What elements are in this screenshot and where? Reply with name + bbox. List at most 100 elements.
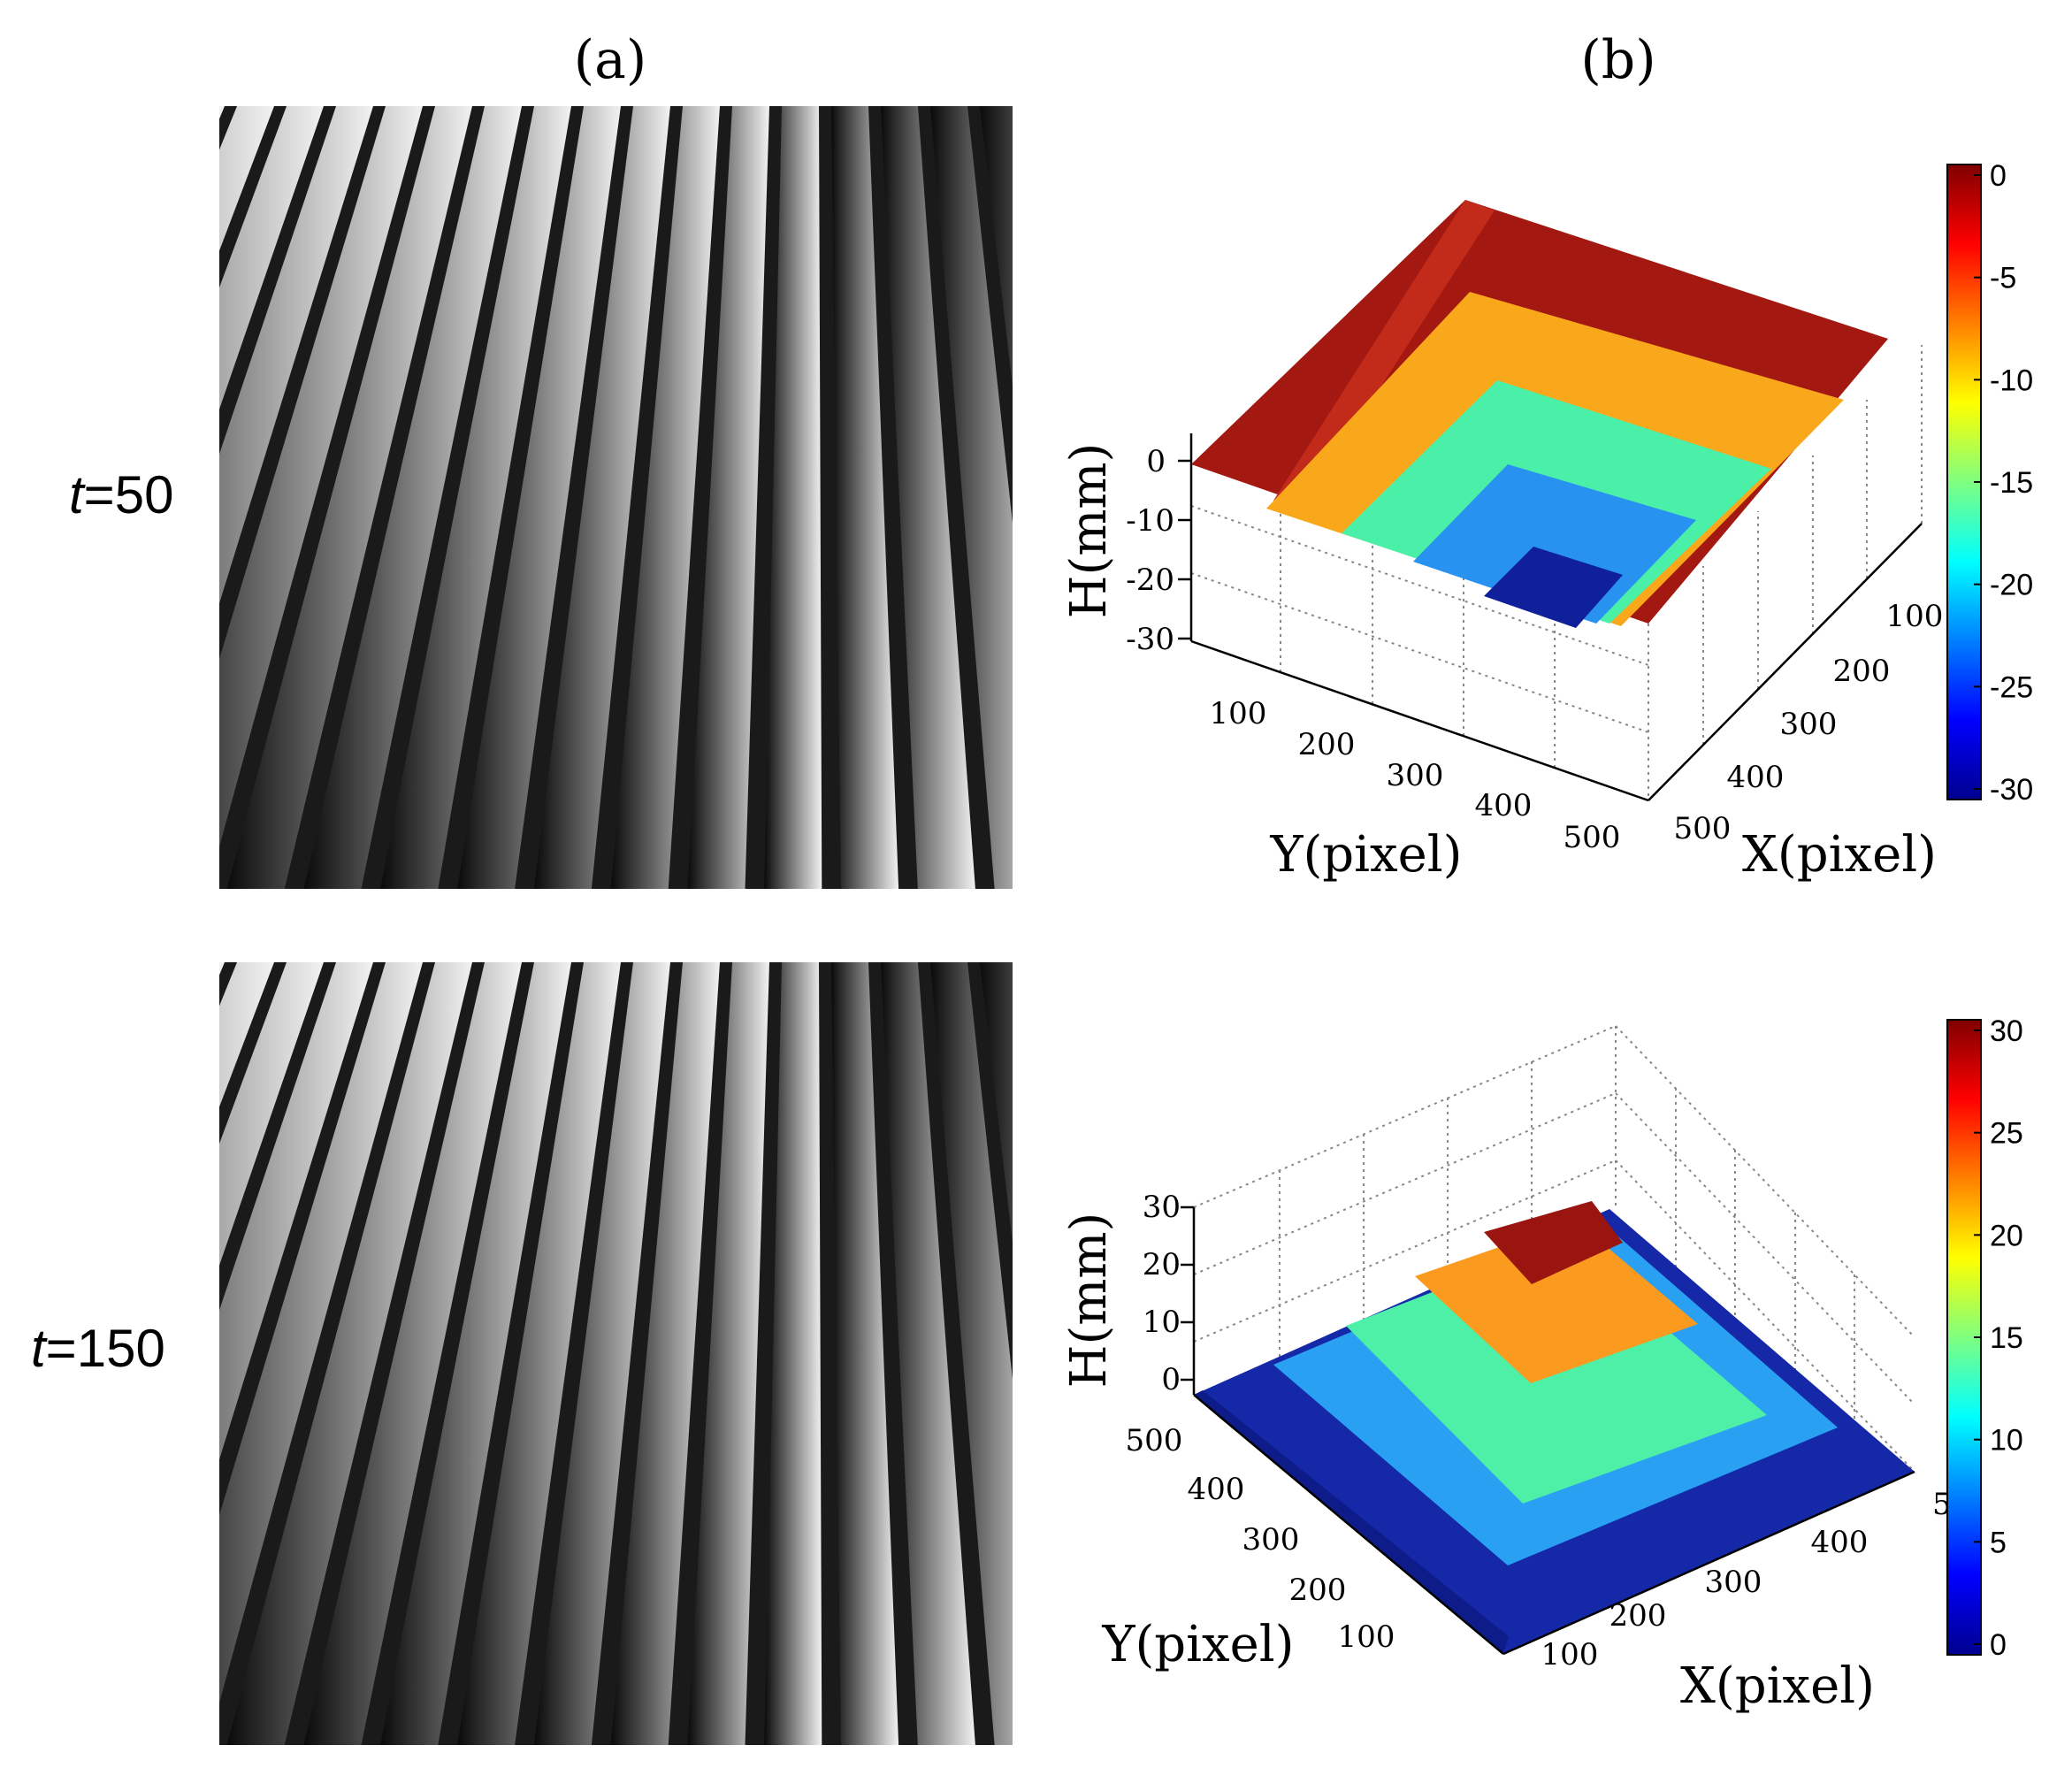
y-axis-title: Y(pixel) (1269, 826, 1462, 884)
grid-line (1190, 505, 1649, 666)
surface-level-4 (1484, 1201, 1623, 1284)
y-axis (1193, 1394, 1504, 1655)
fringe-band (881, 106, 975, 889)
fringe-image-t50 (0, 106, 1013, 889)
x-tick-label: 300 (1780, 707, 1838, 742)
z-tick-label: 0 (1161, 1362, 1181, 1397)
y-tick-label: 400 (1475, 788, 1533, 823)
x-axis (1502, 1470, 1915, 1656)
y-tick-label: 200 (1298, 727, 1356, 762)
fringe-band (533, 106, 670, 889)
colorbar-t50 (1946, 164, 1982, 800)
fringe-band (219, 962, 373, 1460)
z-tick-label: 10 (1143, 1305, 1181, 1340)
colorbar-tick-label: 0 (1990, 1628, 2007, 1662)
colorbar-tick-label: 20 (1990, 1219, 2023, 1252)
grid-line (1615, 1160, 1915, 1473)
grid-line (1615, 1092, 1915, 1405)
y-tick-label: 300 (1387, 758, 1444, 793)
fringe-band (219, 106, 423, 847)
z-axis-title: H(mm) (1060, 443, 1118, 619)
z-tick-label: -20 (1126, 563, 1174, 598)
colorbar-tick-label: -5 (1990, 262, 2016, 295)
colorbar-tick-label: -15 (1990, 466, 2033, 500)
y-axis-title: Y(pixel) (1101, 1616, 1294, 1673)
fringe-band (930, 106, 1013, 889)
x-axis-title: X(pixel) (1742, 826, 1937, 884)
z-tick-label: -10 (1126, 503, 1174, 539)
z-tick-label: 0 (1146, 444, 1166, 479)
fringe-band (831, 962, 899, 1745)
colorbar-tick-label: 0 (1990, 159, 2007, 193)
grid-line (1193, 1092, 1617, 1275)
fringe-band (219, 106, 274, 251)
colorbar-ticks-t50: 0 -5 -10 -15 -20 -25 -30 (1974, 159, 2033, 807)
colorbar-tick-label: 5 (1990, 1526, 2007, 1559)
fringe-band (219, 962, 324, 1266)
fringe-band (764, 962, 822, 1745)
grid-line (1190, 572, 1649, 733)
colorbar-tick-label: 30 (1990, 1014, 2023, 1048)
fringe-band (764, 106, 822, 889)
z-axis-title: H(mm) (1060, 1213, 1118, 1389)
fringe-band (687, 962, 769, 1745)
y-tick-label: 100 (1210, 696, 1267, 731)
x-tick-label: 500 (1674, 811, 1732, 846)
axes-t50 (1178, 433, 1923, 802)
surface-plot-t50: 0 -10 -20 -30 100 200 300 400 500 100 20… (1060, 159, 2033, 884)
z-tick-label: -30 (1126, 622, 1174, 657)
fringe-band (219, 962, 274, 1107)
surface-level-0-edge (1273, 200, 1495, 509)
z-tick-label: 20 (1143, 1247, 1181, 1282)
fringe-band (980, 962, 1013, 1243)
grid-line (1193, 1160, 1617, 1343)
fringe-band (930, 962, 1013, 1745)
fringe-band (219, 962, 423, 1703)
colorbar-ticks-t150: 30 25 20 15 10 5 0 (1974, 1014, 2023, 1662)
fringe-band (226, 962, 472, 1745)
colorbar-tick-label: -25 (1990, 670, 2033, 704)
grid-box-t150 (1193, 1025, 1915, 1473)
y-tick-label: 300 (1242, 1522, 1300, 1558)
surface-level-0-dark (1194, 1390, 1509, 1654)
fringe-band (457, 962, 621, 1745)
x-tick-label: 300 (1705, 1565, 1762, 1600)
grid-line (1193, 1025, 1617, 1208)
fringe-band (0, 962, 27, 1745)
row-label-t50-value: =50 (84, 465, 174, 524)
row-label-t50-italic: t (69, 465, 86, 524)
colorbar-tick-label: 25 (1990, 1117, 2023, 1151)
fringe-band (881, 962, 975, 1745)
y-tick-label: 500 (1126, 1423, 1183, 1458)
row-label-t50: t=50 (69, 465, 173, 524)
y-tick-label: 400 (1188, 1472, 1245, 1507)
fringe-band (219, 106, 225, 119)
surface-plot-t150: 0 10 20 30 100 200 300 400 500 100 200 3… (1060, 1014, 2023, 1715)
fringe-band (0, 106, 27, 889)
colorbar-tick-label: 15 (1990, 1321, 2023, 1355)
colorbar-tick-label: -20 (1990, 569, 2033, 602)
z-tick-label: 30 (1143, 1190, 1181, 1225)
fringe-band (380, 962, 571, 1745)
panel-a-label: (a) (574, 29, 647, 91)
fringe-band (687, 106, 769, 889)
fringe-band (980, 106, 1013, 387)
fringe-band (226, 106, 472, 889)
fringe-band (0, 106, 76, 889)
fringe-band (303, 962, 522, 1745)
colorbar-tick-label: -10 (1990, 364, 2033, 397)
fringe-band (219, 106, 324, 409)
x-tick-label: 400 (1727, 760, 1785, 795)
fringe-band (610, 962, 720, 1745)
fringe-band (533, 962, 670, 1745)
x-tick-label: 200 (1609, 1598, 1667, 1634)
fringe-band (219, 962, 225, 976)
panel-b-label: (b) (1580, 29, 1655, 91)
x-tick-label: 200 (1833, 654, 1891, 689)
x-tick-label: 100 (1886, 599, 1944, 634)
grid-line (1615, 1025, 1915, 1338)
fringe-band (457, 106, 621, 889)
y-tick-label: 100 (1338, 1619, 1395, 1655)
x-axis (1648, 523, 1923, 801)
